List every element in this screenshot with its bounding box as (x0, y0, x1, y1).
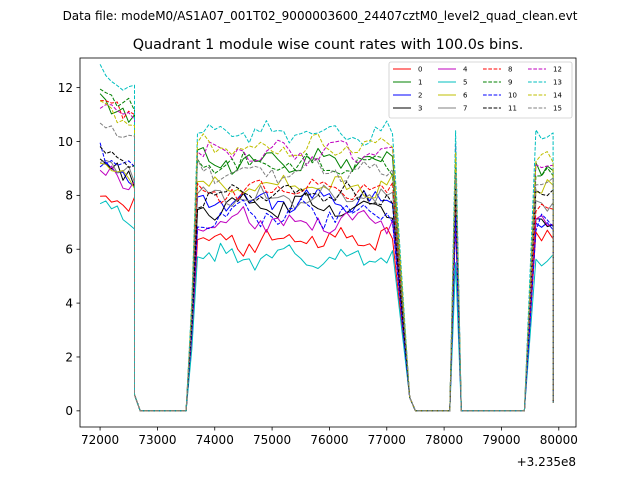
x-tick-label: 75000 (253, 433, 291, 447)
y-tick-label: 8 (65, 189, 73, 203)
plot-frame (79, 57, 577, 428)
chart-title: Quadrant 1 module wise count rates with … (133, 37, 524, 53)
legend-label: 6 (463, 92, 468, 100)
y-tick-label: 4 (65, 296, 73, 310)
y-tick-label: 0 (65, 404, 73, 418)
x-tick-label: 72000 (81, 433, 119, 447)
legend-label: 2 (418, 92, 422, 100)
series-line-9 (99, 88, 554, 412)
legend-label: 10 (508, 92, 517, 100)
y-tick-label: 10 (58, 135, 73, 149)
series-line-13 (99, 64, 554, 412)
legend-label: 0 (418, 66, 422, 74)
series-line-10 (99, 142, 554, 412)
series-line-12 (99, 104, 554, 412)
x-offset-label: +3.235e8 (517, 455, 576, 469)
series-line-3 (99, 158, 554, 412)
series-line-1 (99, 93, 554, 412)
x-tick-label: 80000 (540, 433, 578, 447)
series-line-7 (99, 159, 554, 412)
legend-label: 9 (508, 79, 512, 87)
y-tick-label: 12 (58, 81, 73, 95)
series-line-11 (99, 146, 554, 412)
series-line-0 (100, 194, 554, 412)
legend-label: 12 (553, 66, 562, 74)
series-line-8 (100, 100, 554, 412)
legend-label: 11 (508, 105, 517, 113)
y-tick-label: 2 (65, 350, 73, 364)
x-tick-label: 79000 (482, 433, 520, 447)
legend-label: 14 (553, 92, 562, 100)
legend-label: 13 (553, 79, 562, 87)
x-tick-label: 77000 (368, 433, 406, 447)
x-axis: 72000 73000 74000 75000 76000 77000 78000 79000… (81, 427, 578, 447)
series-line-4 (99, 165, 554, 412)
legend-label: 8 (508, 66, 512, 74)
x-tick-label: 78000 (425, 433, 463, 447)
x-tick-label: 73000 (138, 433, 176, 447)
series-layer (99, 64, 554, 412)
legend-label: 3 (418, 105, 422, 113)
series-line-14 (99, 100, 554, 412)
legend-label: 5 (463, 79, 467, 87)
legend-box (388, 61, 573, 119)
legend-label: 15 (553, 105, 562, 113)
legend-label: 1 (418, 79, 422, 87)
legend-label: 4 (463, 66, 468, 74)
y-axis: 0 2 4 6 8 10 12 (58, 81, 80, 418)
y-tick-label: 6 (65, 243, 73, 257)
x-tick-label: 74000 (196, 433, 234, 447)
series-line-6 (100, 162, 554, 412)
series-line-15 (99, 122, 554, 412)
x-tick-label: 76000 (310, 433, 348, 447)
legend-label: 7 (463, 105, 467, 113)
chart-suptitle: Data file: modeM0/AS1A07_001T02_90000036… (63, 9, 578, 23)
